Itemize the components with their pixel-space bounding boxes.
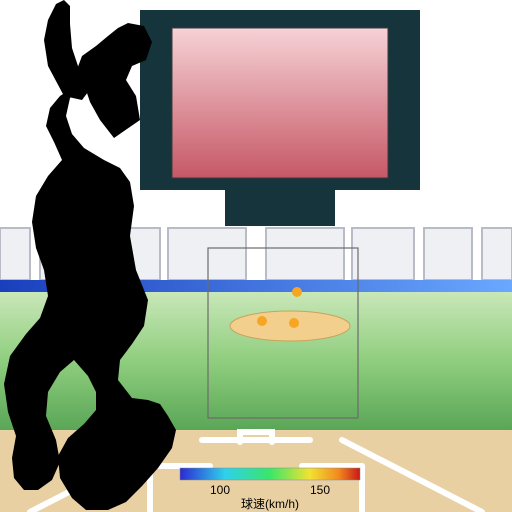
legend-tick-label: 100 [210, 483, 230, 497]
legend-tick-label: 150 [310, 483, 330, 497]
stands-block [266, 228, 344, 280]
stands-block [168, 228, 246, 280]
scoreboard-pillar [225, 190, 335, 226]
speed-legend-bar [180, 468, 360, 480]
stands-block [352, 228, 414, 280]
pitch-location-chart: 100 150 球速(km/h) [0, 0, 512, 512]
stands-block [482, 228, 512, 280]
scoreboard-screen [172, 28, 388, 178]
stands-block [0, 228, 30, 280]
legend-title: 球速(km/h) [241, 497, 299, 511]
pitch-marker [289, 318, 299, 328]
pitch-marker [257, 316, 267, 326]
pitch-marker [292, 287, 302, 297]
stands-block [424, 228, 472, 280]
